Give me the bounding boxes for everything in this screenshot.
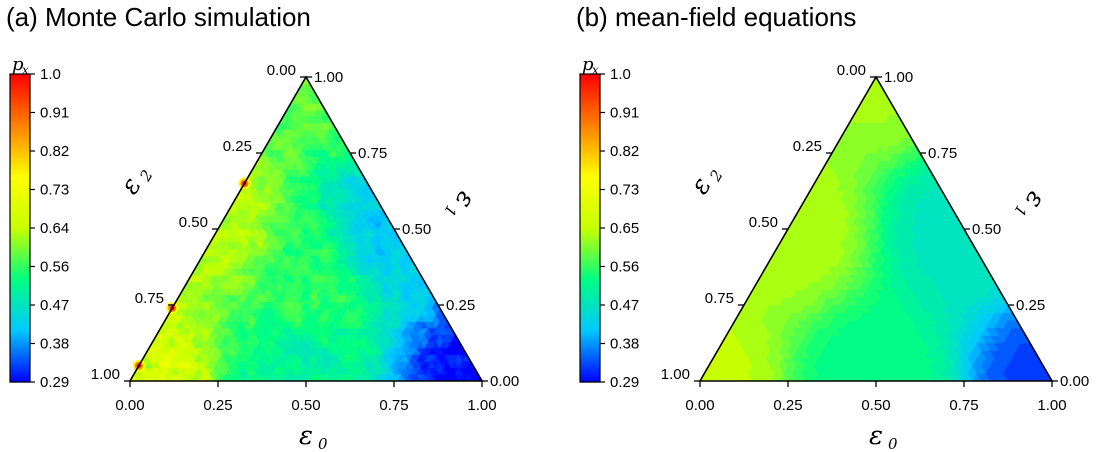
- tick-label-e2: 0.25: [223, 138, 252, 155]
- colorbar-label-sub: x: [22, 63, 29, 77]
- ternary-chart-monte-carlo: 0.00 0.25 0.50 0.75 1.00 ε 0 0.00 0.25 0.50 0.75 1.…: [9, 54, 519, 452]
- colorbar-tick-label: 0.91: [40, 105, 69, 122]
- colorbar: [579, 73, 601, 383]
- axis-label-e0: ε: [869, 421, 883, 451]
- axis-label-e2: ε2: [685, 167, 727, 200]
- svg-text:2: 2: [136, 167, 157, 185]
- tick-label-e2: 1.00: [91, 366, 120, 383]
- colorbar-label-sub: x: [592, 63, 599, 77]
- tick-label-e1: 0.00: [490, 373, 519, 390]
- tick-label-e1: 0.50: [972, 221, 1001, 238]
- svg-text:1: 1: [440, 202, 460, 219]
- tick-label-e2: 0.50: [749, 214, 778, 231]
- colorbar-tick-label: 0.56: [40, 259, 69, 276]
- tick-label-e0: 0.50: [861, 397, 890, 414]
- tick-label-e2: 0.75: [705, 290, 734, 307]
- panel-mean-field: (b) mean-field equations 0.00 0.25 0.50 0.7…: [570, 0, 1108, 452]
- colorbar-tick-label: 0.29: [610, 374, 639, 391]
- tick-label-e0: 0.50: [291, 397, 320, 414]
- tick-label-e0: 1.00: [467, 397, 496, 414]
- tick-label-e0: 0.75: [949, 397, 978, 414]
- tick-label-e2: 0.50: [179, 214, 208, 231]
- tick-label-e2: 1.00: [661, 366, 690, 383]
- tick-label-e0: 0.00: [115, 397, 144, 414]
- axis-label-e0-sub: 0: [888, 435, 898, 452]
- colorbar-tick-label: 0.38: [40, 336, 69, 353]
- tick-label-e1: 0.75: [928, 145, 957, 162]
- tick-label-e0: 0.00: [685, 397, 714, 414]
- colorbar-tick-label: 0.29: [40, 374, 69, 391]
- svg-text:1: 1: [1010, 202, 1030, 219]
- tick-label-e2: 0.00: [837, 62, 866, 79]
- colorbar-tick-label: 0.73: [610, 182, 639, 199]
- axis-label-e1: ε1: [1010, 187, 1052, 220]
- colorbar-tick-label: 0.91: [610, 105, 639, 122]
- colorbar-tick-label: 1.0: [40, 66, 61, 83]
- colorbar-label: p: [582, 54, 594, 75]
- axis-label-e1: ε1: [440, 187, 482, 220]
- tick-label-e0: 0.25: [203, 397, 232, 414]
- chart-title: (a) Monte Carlo simulation: [6, 2, 311, 32]
- axis-label-e0-sub: 0: [318, 435, 328, 452]
- colorbar-tick-label: 0.82: [40, 143, 69, 160]
- tick-label-e1: 0.25: [446, 297, 475, 314]
- colorbar-tick-label: 0.38: [610, 336, 639, 353]
- tick-label-e0: 0.75: [379, 397, 408, 414]
- colorbar-tick-label: 1.0: [610, 66, 631, 83]
- colorbar-label: p: [12, 54, 24, 75]
- colorbar-tick-label: 0.65: [610, 220, 639, 237]
- axis-label-e2: ε2: [115, 167, 157, 200]
- axis-label-e0: ε: [299, 421, 313, 451]
- panel-monte-carlo: (a) Monte Carlo simulation 0.00 0.25 0.50 0…: [6, 2, 519, 452]
- colorbar-tick-label: 0.47: [610, 297, 639, 314]
- tick-label-e1: 0.25: [1016, 297, 1045, 314]
- tick-label-e0: 0.25: [773, 397, 802, 414]
- colorbar-tick-label: 0.64: [40, 220, 69, 237]
- heatmap-fill: [699, 76, 1053, 382]
- svg-text:2: 2: [706, 167, 727, 185]
- tick-label-e1: 0.50: [402, 221, 431, 238]
- tick-label-e1: 1.00: [314, 69, 343, 86]
- chart-title: (b) mean-field equations: [576, 2, 857, 32]
- ternary-chart-mean-field: 0.00 0.25 0.50 0.75 1.00 ε 0 0.00 0.25 0.50 0.75 1.…: [579, 54, 1089, 452]
- tick-label-e2: 0.75: [135, 290, 164, 307]
- tick-label-e0: 1.00: [1037, 397, 1066, 414]
- colorbar-tick-label: 0.56: [610, 259, 639, 276]
- tick-label-e1: 0.75: [358, 145, 387, 162]
- tick-label-e2: 0.00: [267, 62, 296, 79]
- colorbar-tick-label: 0.73: [40, 182, 69, 199]
- colorbar-tick-label: 0.47: [40, 297, 69, 314]
- colorbar: [9, 73, 31, 383]
- tick-label-e2: 0.25: [793, 138, 822, 155]
- tick-label-e1: 0.00: [1060, 373, 1089, 390]
- tick-label-e1: 1.00: [884, 69, 913, 86]
- colorbar-tick-label: 0.82: [610, 143, 639, 160]
